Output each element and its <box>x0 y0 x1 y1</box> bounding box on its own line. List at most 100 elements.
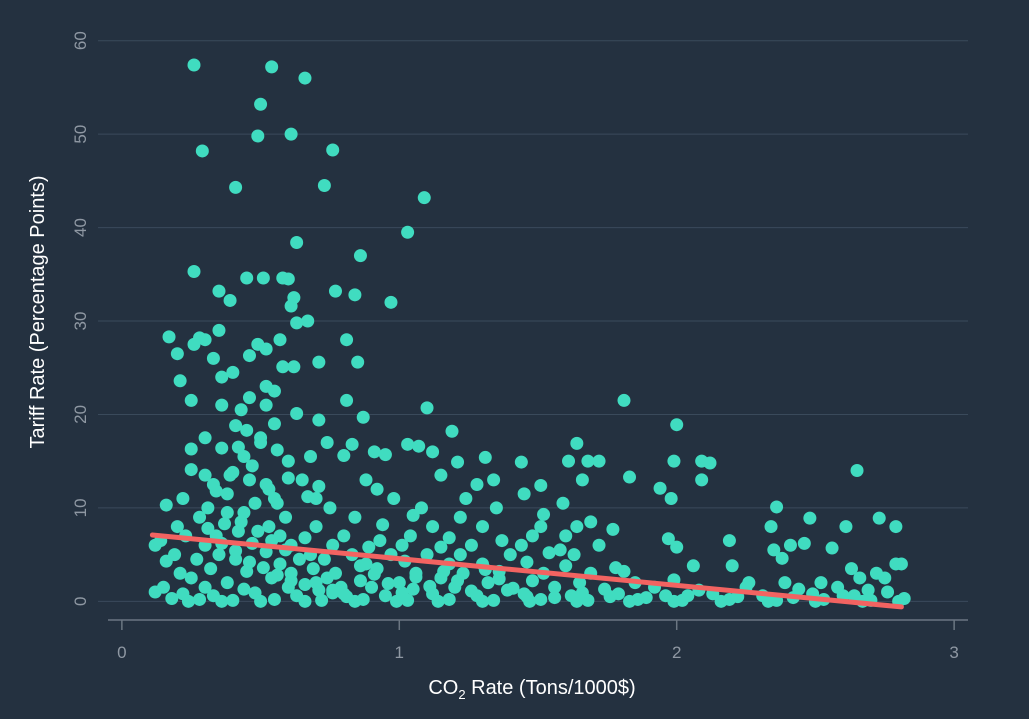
data-point <box>520 555 534 569</box>
data-point <box>570 436 584 450</box>
data-point <box>575 586 589 600</box>
data-point <box>181 594 195 608</box>
data-point <box>340 333 354 347</box>
data-point <box>567 548 581 562</box>
data-point <box>778 576 792 590</box>
data-point <box>298 71 312 85</box>
data-point <box>148 585 162 599</box>
data-point <box>670 540 684 554</box>
data-point <box>209 484 223 498</box>
data-point <box>534 592 548 606</box>
data-point <box>198 431 212 445</box>
data-point <box>514 538 528 552</box>
data-point <box>664 492 678 506</box>
data-point <box>797 536 811 550</box>
data-point <box>312 479 326 493</box>
data-point <box>170 520 184 534</box>
x-tick-label: 2 <box>672 643 681 662</box>
data-point <box>761 594 775 608</box>
data-point <box>783 538 797 552</box>
data-point <box>581 454 595 468</box>
data-point <box>290 407 304 421</box>
data-point <box>470 478 484 492</box>
data-point <box>434 540 448 554</box>
data-point <box>703 456 717 470</box>
data-point <box>340 393 354 407</box>
data-point <box>559 559 573 573</box>
data-point <box>312 413 326 427</box>
data-point <box>442 592 456 606</box>
data-point <box>312 583 326 597</box>
data-point <box>570 520 584 534</box>
data-point <box>725 559 739 573</box>
data-point <box>839 520 853 534</box>
data-point <box>226 365 240 379</box>
data-point <box>220 576 234 590</box>
data-point <box>254 594 268 608</box>
data-point <box>337 449 351 463</box>
data-point <box>487 593 501 607</box>
x-axis-title-sub: 2 <box>458 687 465 702</box>
data-point <box>270 496 284 510</box>
data-point <box>825 541 839 555</box>
y-tick-label: 40 <box>71 218 90 237</box>
data-point <box>534 478 548 492</box>
data-point <box>298 531 312 545</box>
data-point <box>198 333 212 347</box>
data-point <box>304 449 318 463</box>
data-point <box>542 546 556 560</box>
data-point <box>270 568 284 582</box>
data-point <box>395 586 409 600</box>
data-point <box>803 511 817 525</box>
data-point <box>537 507 551 521</box>
data-point <box>170 347 184 361</box>
data-point <box>489 501 503 515</box>
data-point <box>406 582 420 596</box>
scatter-points <box>148 58 911 608</box>
data-point <box>556 496 570 510</box>
data-point <box>265 60 279 74</box>
data-point <box>242 473 256 487</box>
data-point <box>187 337 201 351</box>
data-point <box>606 522 620 536</box>
data-point <box>306 562 320 576</box>
data-point <box>223 293 237 307</box>
data-point <box>309 520 323 534</box>
data-point <box>401 437 415 451</box>
data-point <box>190 552 204 566</box>
data-point <box>226 593 240 607</box>
data-point <box>220 487 234 501</box>
data-point <box>525 529 539 543</box>
data-point <box>417 191 431 205</box>
data-point <box>309 492 323 506</box>
data-point <box>534 520 548 534</box>
data-point <box>365 580 379 594</box>
data-point <box>254 431 268 445</box>
data-point <box>814 576 828 590</box>
data-point <box>326 538 340 552</box>
x-axis-title: CO2 Rate (Tons/1000$) <box>428 677 635 702</box>
data-point <box>234 515 248 529</box>
data-point <box>844 562 858 576</box>
data-point <box>173 374 187 388</box>
data-point <box>353 559 367 573</box>
data-point <box>215 441 229 455</box>
data-point <box>603 590 617 604</box>
data-point <box>686 559 700 573</box>
data-point <box>681 589 695 603</box>
data-point <box>695 473 709 487</box>
data-point <box>287 360 301 374</box>
data-point <box>562 454 576 468</box>
data-point <box>714 594 728 608</box>
data-point <box>517 487 531 501</box>
data-point <box>281 454 295 468</box>
data-point <box>176 492 190 506</box>
data-point <box>351 355 365 369</box>
y-axis-ticks: 0 10 20 30 40 50 60 <box>71 31 90 606</box>
data-point <box>234 403 248 417</box>
data-point <box>362 540 376 554</box>
data-point <box>212 284 226 298</box>
data-point <box>548 591 562 605</box>
data-point <box>767 543 781 557</box>
data-point <box>894 557 908 571</box>
